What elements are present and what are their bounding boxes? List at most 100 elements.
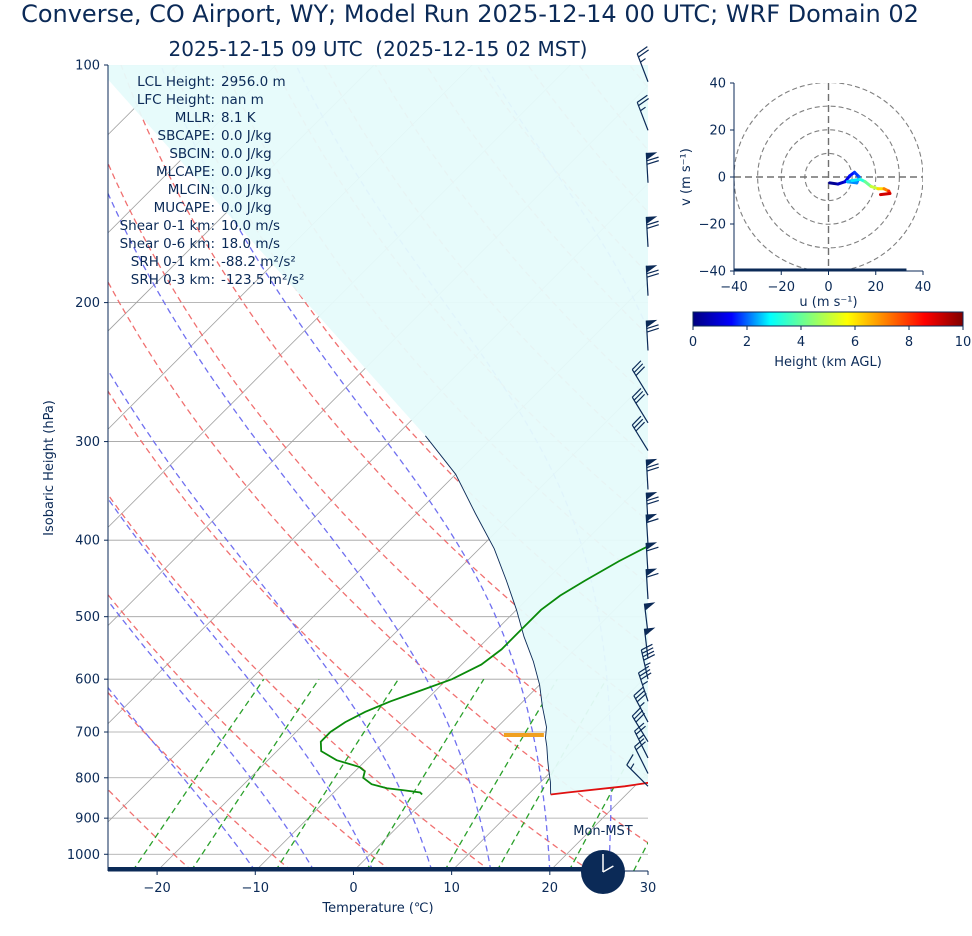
wind-barb-full bbox=[646, 572, 659, 578]
colorbar-tick-label: 0 bbox=[689, 335, 697, 350]
wind-barb-half bbox=[639, 702, 645, 708]
x-axis-label: Temperature (℃) bbox=[321, 901, 433, 916]
stat-label: MLCIN: bbox=[168, 182, 215, 198]
stat-label: SRH 0-1 km: bbox=[131, 254, 215, 270]
stat-value: -88.2 m²/s² bbox=[221, 254, 296, 270]
chart-subtitle: 2025-12-15 09 UTC (2025-12-15 02 MST) bbox=[168, 37, 588, 61]
clock-label: Mon-MST bbox=[573, 824, 633, 839]
stat-label: LCL Height: bbox=[137, 74, 215, 90]
isotherm-line bbox=[647, 870, 648, 871]
wind-barb-full bbox=[633, 390, 644, 401]
skewt-series bbox=[108, 65, 648, 796]
wind-barb bbox=[645, 265, 659, 296]
wind-barb-staff bbox=[631, 396, 649, 424]
x-tick-label: 0 bbox=[349, 881, 357, 896]
wind-barb-flag bbox=[646, 542, 658, 550]
hodograph-y-tick-label: −40 bbox=[699, 265, 726, 280]
hodograph-y-tick-label: 40 bbox=[709, 77, 726, 92]
dry-adiabat-line bbox=[108, 493, 492, 871]
colorbar-tick-label: 6 bbox=[851, 335, 859, 350]
stat-value: 2956.0 m bbox=[221, 74, 286, 90]
stat-value: 10.0 m/s bbox=[221, 218, 280, 234]
wind-barb-full bbox=[635, 741, 646, 751]
wind-barb-half bbox=[640, 58, 646, 63]
wind-barb-full bbox=[641, 647, 654, 654]
mixing-ratio-line bbox=[633, 841, 648, 871]
wind-barb-full bbox=[635, 689, 646, 700]
wind-barb bbox=[631, 415, 649, 451]
wind-barb-half bbox=[640, 106, 646, 112]
x-tick-label: 30 bbox=[640, 881, 657, 896]
chart-title: Converse, CO Airport, WY; Model Run 2025… bbox=[21, 0, 919, 28]
wind-barb-full bbox=[633, 418, 644, 429]
hodograph-y-label: v (m s⁻¹) bbox=[679, 148, 694, 206]
wind-barb-half bbox=[638, 734, 644, 740]
wind-barb-staff bbox=[645, 265, 649, 296]
y-tick-label: 900 bbox=[75, 812, 100, 827]
wind-barb bbox=[640, 643, 655, 680]
wind-barb bbox=[631, 360, 649, 396]
y-tick-label: 100 bbox=[75, 59, 100, 74]
wind-barb-full bbox=[635, 725, 646, 735]
stat-value: 0.0 J/kg bbox=[221, 182, 272, 198]
wind-barb-full bbox=[640, 672, 652, 680]
wind-barb bbox=[634, 722, 649, 759]
stat-label: LFC Height: bbox=[137, 92, 215, 108]
wind-barb-full bbox=[646, 269, 659, 275]
parcel-profile-line bbox=[425, 435, 552, 795]
x-tick-label: −20 bbox=[143, 881, 170, 896]
stat-label: SRH 0-3 km: bbox=[131, 272, 215, 288]
y-tick-label: 700 bbox=[75, 726, 100, 741]
wind-barb-full bbox=[646, 327, 659, 333]
wind-barb-staff bbox=[645, 320, 649, 351]
wind-barb-full bbox=[635, 366, 646, 376]
mixing-ratio-line bbox=[132, 678, 265, 871]
mixing-ratio-line bbox=[365, 678, 485, 871]
stat-label: MUCAPE: bbox=[154, 200, 215, 216]
colorbar-tick-label: 8 bbox=[905, 335, 913, 350]
hodograph-x-tick-label: −40 bbox=[720, 280, 747, 295]
dry-adiabat-line bbox=[108, 161, 648, 778]
mixing-ratio-line bbox=[443, 678, 558, 871]
wind-barb-staff bbox=[634, 746, 649, 774]
wind-barb bbox=[645, 216, 659, 247]
dry-adiabat-line bbox=[731, 65, 972, 871]
wind-barb-full bbox=[631, 415, 642, 426]
wind-barb-staff bbox=[645, 216, 649, 247]
stat-value: 8.1 K bbox=[221, 110, 257, 126]
stat-label: Shear 0-6 km: bbox=[120, 236, 215, 252]
isotherm-line bbox=[0, 65, 79, 871]
wind-barb bbox=[626, 754, 649, 787]
stat-value: 0.0 J/kg bbox=[221, 146, 272, 162]
wind-barb-staff bbox=[636, 102, 649, 131]
wind-barb-staff bbox=[645, 459, 649, 490]
wind-barb-full bbox=[631, 706, 642, 717]
wind-barb-staff bbox=[634, 730, 649, 759]
moist-adiabat-line bbox=[108, 369, 433, 871]
moist-adiabat-line bbox=[108, 686, 256, 871]
y-tick-label: 200 bbox=[75, 296, 100, 311]
wind-barb-full bbox=[636, 94, 648, 103]
sounding-stats: LCL Height: 2956.0 m LFC Height: nan m MLLR:… bbox=[120, 74, 305, 288]
clock-hour-hand bbox=[602, 865, 614, 873]
wind-barb bbox=[636, 46, 649, 82]
wind-barb-full bbox=[631, 360, 642, 371]
dry-adiabat-line bbox=[108, 280, 648, 844]
dry-adiabat-line bbox=[782, 65, 972, 871]
height-colorbar: 0 2 4 6 8 10 Height (km AGL) bbox=[689, 311, 971, 370]
wind-barb-full bbox=[642, 650, 655, 658]
wind-barb-full bbox=[635, 393, 646, 404]
isotherm-line bbox=[746, 65, 972, 871]
dry-adiabat-line bbox=[833, 65, 972, 871]
wind-barb-full bbox=[634, 722, 645, 732]
stat-label: MLLR: bbox=[175, 110, 215, 126]
hodograph-y-tick-label: −20 bbox=[699, 218, 726, 233]
dry-adiabat-line bbox=[108, 788, 193, 871]
stat-value: 0.0 J/kg bbox=[221, 200, 272, 216]
colorbar-title: Height (km AGL) bbox=[774, 355, 882, 370]
colorbar-gradient bbox=[692, 311, 964, 327]
wind-barb-half bbox=[642, 680, 649, 686]
wind-barb-full bbox=[643, 654, 655, 661]
stat-value: nan m bbox=[221, 92, 264, 108]
isotherm-line bbox=[353, 575, 648, 871]
